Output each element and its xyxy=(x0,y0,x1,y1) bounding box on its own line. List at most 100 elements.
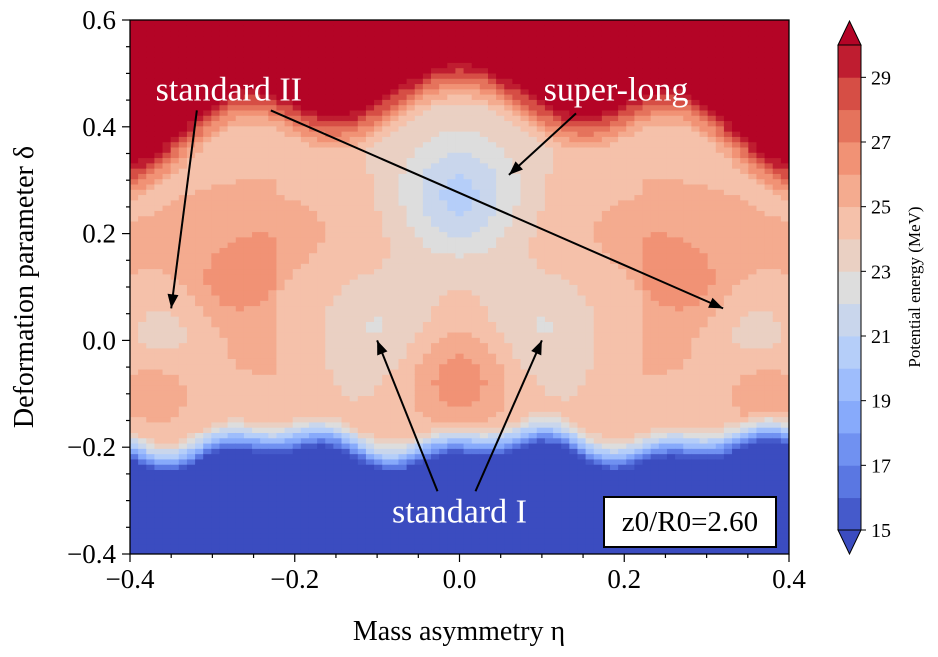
heatmap-cell xyxy=(154,268,164,275)
heatmap-cell xyxy=(447,442,457,449)
heatmap-cell xyxy=(260,300,269,307)
heatmap-cell xyxy=(317,231,326,238)
heatmap-cell xyxy=(374,247,383,254)
heatmap-cell xyxy=(349,72,359,79)
heatmap-cell xyxy=(211,358,221,365)
heatmap-cell xyxy=(211,94,221,100)
heatmap-cell xyxy=(365,495,375,502)
heatmap-cell xyxy=(276,210,286,217)
heatmap-cell xyxy=(186,226,196,233)
heatmap-cell xyxy=(243,432,253,439)
heatmap-cell xyxy=(455,210,465,217)
heatmap-cell xyxy=(504,310,513,317)
heatmap-cell xyxy=(431,183,440,190)
heatmap-cell xyxy=(414,178,424,185)
heatmap-cell xyxy=(162,210,172,217)
heatmap-cell xyxy=(235,411,245,418)
heatmap-cell xyxy=(349,390,359,396)
heatmap-cell xyxy=(414,215,424,222)
heatmap-cell xyxy=(447,131,457,137)
heatmap-cell xyxy=(227,300,237,307)
heatmap-cell xyxy=(479,120,489,127)
heatmap-cell xyxy=(317,141,326,148)
heatmap-cell xyxy=(227,379,237,386)
heatmap-cell xyxy=(382,548,391,554)
heatmap-cell xyxy=(203,316,212,322)
heatmap-cell xyxy=(292,516,302,523)
heatmap-cell xyxy=(357,543,367,550)
heatmap-cell xyxy=(365,538,375,545)
heatmap-cell xyxy=(292,432,302,439)
heatmap-cell xyxy=(414,310,424,317)
heatmap-cell xyxy=(512,125,522,132)
heatmap-cell xyxy=(512,342,522,349)
heatmap-cell xyxy=(504,279,513,285)
heatmap-cell xyxy=(219,437,229,444)
heatmap-cell xyxy=(455,390,465,396)
heatmap-cell xyxy=(268,173,278,180)
heatmap-cell xyxy=(504,104,513,111)
heatmap-cell xyxy=(292,469,302,476)
heatmap-cell xyxy=(146,548,156,554)
heatmap-cell xyxy=(162,146,172,153)
heatmap-cell xyxy=(243,41,253,48)
heatmap-cell xyxy=(292,189,302,196)
heatmap-cell xyxy=(138,136,147,143)
heatmap-cell xyxy=(243,242,253,248)
heatmap-cell xyxy=(365,51,375,58)
heatmap-cell xyxy=(431,41,440,48)
heatmap-cell xyxy=(447,326,457,333)
heatmap-cell xyxy=(512,469,522,476)
heatmap-cell xyxy=(471,501,481,508)
heatmap-cell xyxy=(333,421,343,428)
heatmap-cell xyxy=(300,337,310,344)
heatmap-cell xyxy=(512,88,522,95)
heatmap-cell xyxy=(487,411,497,418)
heatmap-cell xyxy=(211,516,221,523)
heatmap-cell xyxy=(170,99,180,106)
heatmap-cell xyxy=(219,522,229,529)
heatmap-cell xyxy=(447,57,457,63)
heatmap-cell xyxy=(382,390,391,396)
heatmap-cell xyxy=(195,35,204,42)
heatmap-cell xyxy=(292,448,302,455)
heatmap-cell xyxy=(178,125,188,132)
heatmap-cell xyxy=(422,469,432,476)
heatmap-cell xyxy=(357,236,367,243)
heatmap-cell xyxy=(431,51,440,58)
heatmap-cell xyxy=(479,104,489,111)
heatmap-cell xyxy=(317,326,326,333)
heatmap-cell xyxy=(260,51,269,58)
heatmap-cell xyxy=(146,374,156,381)
heatmap-cell xyxy=(138,506,147,513)
heatmap-cell xyxy=(374,62,383,69)
heatmap-cell xyxy=(455,152,465,159)
heatmap-cell xyxy=(284,109,294,116)
heatmap-cell xyxy=(398,35,408,42)
heatmap-cell xyxy=(195,273,204,280)
heatmap-cell xyxy=(292,326,302,333)
heatmap-cell xyxy=(284,289,294,296)
heatmap-cell xyxy=(422,538,432,545)
heatmap-cell xyxy=(374,20,383,26)
heatmap-cell xyxy=(439,305,448,312)
heatmap-cell xyxy=(349,41,359,48)
heatmap-cell xyxy=(382,215,391,222)
heatmap-cell xyxy=(235,268,245,275)
heatmap-cell xyxy=(130,178,139,185)
heatmap-cell xyxy=(414,205,424,211)
heatmap-cell xyxy=(382,35,391,42)
heatmap-cell xyxy=(374,294,383,301)
heatmap-cell xyxy=(154,25,164,32)
heatmap-cell xyxy=(154,99,164,106)
heatmap-cell xyxy=(357,162,367,169)
heatmap-cell xyxy=(479,506,489,513)
heatmap-cell xyxy=(268,252,278,259)
heatmap-cell xyxy=(260,104,269,111)
heatmap-cell xyxy=(308,194,318,201)
heatmap-cell xyxy=(406,273,416,280)
heatmap-cell xyxy=(252,109,261,116)
heatmap-cell xyxy=(186,125,196,132)
heatmap-cell xyxy=(170,51,180,58)
heatmap-cell xyxy=(235,495,245,502)
